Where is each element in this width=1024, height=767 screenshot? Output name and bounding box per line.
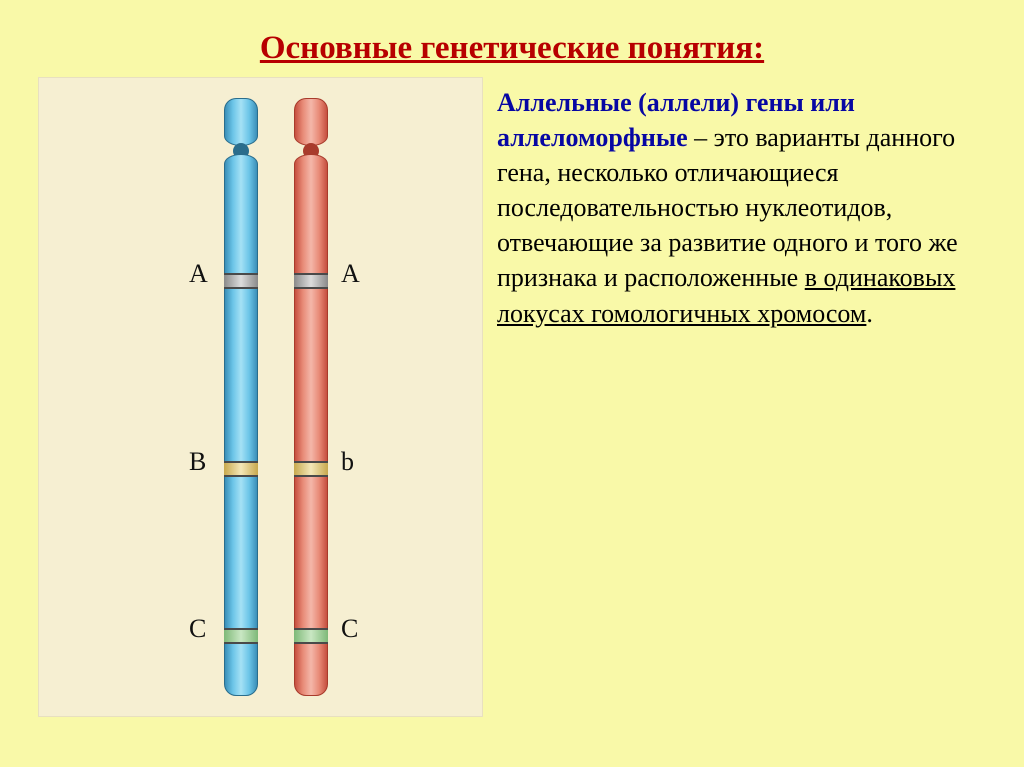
label-b-right: b [341, 447, 354, 477]
label-C-right: C [341, 614, 358, 644]
def-period: . [866, 299, 873, 328]
red-p-arm [294, 98, 328, 146]
chromosome-red [294, 98, 328, 696]
blue-band-C [224, 628, 258, 644]
blue-p-arm [224, 98, 258, 146]
label-B-left: B [189, 447, 206, 477]
blue-band-A [224, 273, 258, 289]
definition-text: Аллельные (аллели) гены или аллеломорфны… [483, 77, 1024, 737]
label-A-right: A [341, 259, 360, 289]
label-A-left: A [189, 259, 208, 289]
blue-q-arm [224, 154, 258, 696]
chromosome-diagram: A B C A b C [38, 77, 483, 717]
red-band-C [294, 628, 328, 644]
blue-band-B [224, 461, 258, 477]
chromosome-blue [224, 98, 258, 696]
red-band-A [294, 273, 328, 289]
label-C-left: C [189, 614, 206, 644]
red-q-arm [294, 154, 328, 696]
red-band-b [294, 461, 328, 477]
page-title: Основные генетические понятия: [0, 0, 1024, 67]
content-row: A B C A b C Аллельные (аллели) гены или … [0, 77, 1024, 737]
